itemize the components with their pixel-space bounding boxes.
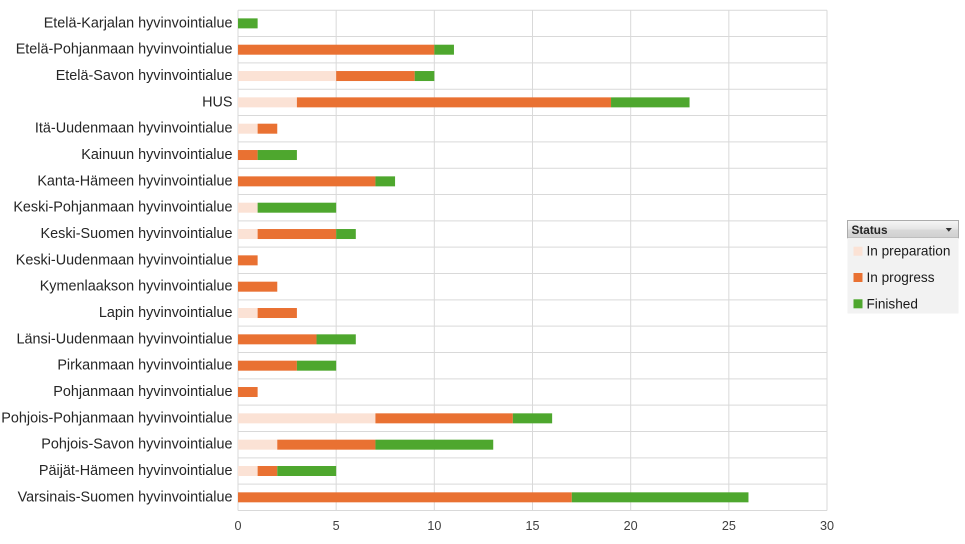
svg-text:5: 5 — [333, 519, 340, 533]
svg-text:HUS: HUS — [202, 94, 232, 110]
svg-text:Pohjois-Savon hyvinvointialue: Pohjois-Savon hyvinvointialue — [41, 437, 232, 453]
svg-text:Etelä-Pohjanmaan hyvinvointial: Etelä-Pohjanmaan hyvinvointialue — [16, 42, 233, 58]
svg-text:Pirkanmaan hyvinvointialue: Pirkanmaan hyvinvointialue — [57, 358, 232, 374]
svg-text:10: 10 — [427, 519, 441, 533]
svg-text:Itä-Uudenmaan hyvinvointialue: Itä-Uudenmaan hyvinvointialue — [35, 121, 233, 137]
svg-text:Varsinais-Suomen hyvinvointial: Varsinais-Suomen hyvinvointialue — [18, 489, 233, 505]
svg-text:Keski-Pohjanmaan hyvinvointial: Keski-Pohjanmaan hyvinvointialue — [13, 200, 232, 216]
svg-text:Kanta-Hämeen hyvinvointialue: Kanta-Hämeen hyvinvointialue — [37, 173, 232, 189]
svg-text:Kymenlaakson hyvinvointialue: Kymenlaakson hyvinvointialue — [40, 279, 233, 295]
svg-text:Keski-Suomen hyvinvointialue: Keski-Suomen hyvinvointialue — [41, 226, 233, 242]
svg-text:Pohjois-Pohjanmaan hyvinvointi: Pohjois-Pohjanmaan hyvinvointialue — [1, 410, 232, 426]
svg-text:Länsi-Uudenmaan hyvinvointialu: Länsi-Uudenmaan hyvinvointialue — [17, 331, 233, 347]
svg-text:Lapin hyvinvointialue: Lapin hyvinvointialue — [99, 305, 233, 321]
svg-text:Finished: Finished — [867, 296, 918, 311]
svg-text:20: 20 — [624, 519, 638, 533]
svg-text:In progress: In progress — [867, 270, 935, 285]
svg-text:Päijät-Hämeen hyvinvointialue: Päijät-Hämeen hyvinvointialue — [39, 463, 233, 479]
svg-text:Etelä-Savon hyvinvointialue: Etelä-Savon hyvinvointialue — [56, 68, 233, 84]
svg-text:25: 25 — [722, 519, 736, 533]
svg-text:Pohjanmaan hyvinvointialue: Pohjanmaan hyvinvointialue — [53, 384, 232, 400]
svg-text:In preparation: In preparation — [867, 244, 951, 259]
svg-text:Kainuun hyvinvointialue: Kainuun hyvinvointialue — [81, 147, 232, 163]
svg-text:Etelä-Karjalan hyvinvointialue: Etelä-Karjalan hyvinvointialue — [44, 15, 233, 31]
svg-text:0: 0 — [234, 519, 241, 533]
svg-text:Keski-Uudenmaan hyvinvointialu: Keski-Uudenmaan hyvinvointialue — [16, 252, 233, 268]
svg-text:30: 30 — [820, 519, 834, 533]
svg-text:Status: Status — [852, 223, 888, 237]
svg-text:15: 15 — [525, 519, 539, 533]
